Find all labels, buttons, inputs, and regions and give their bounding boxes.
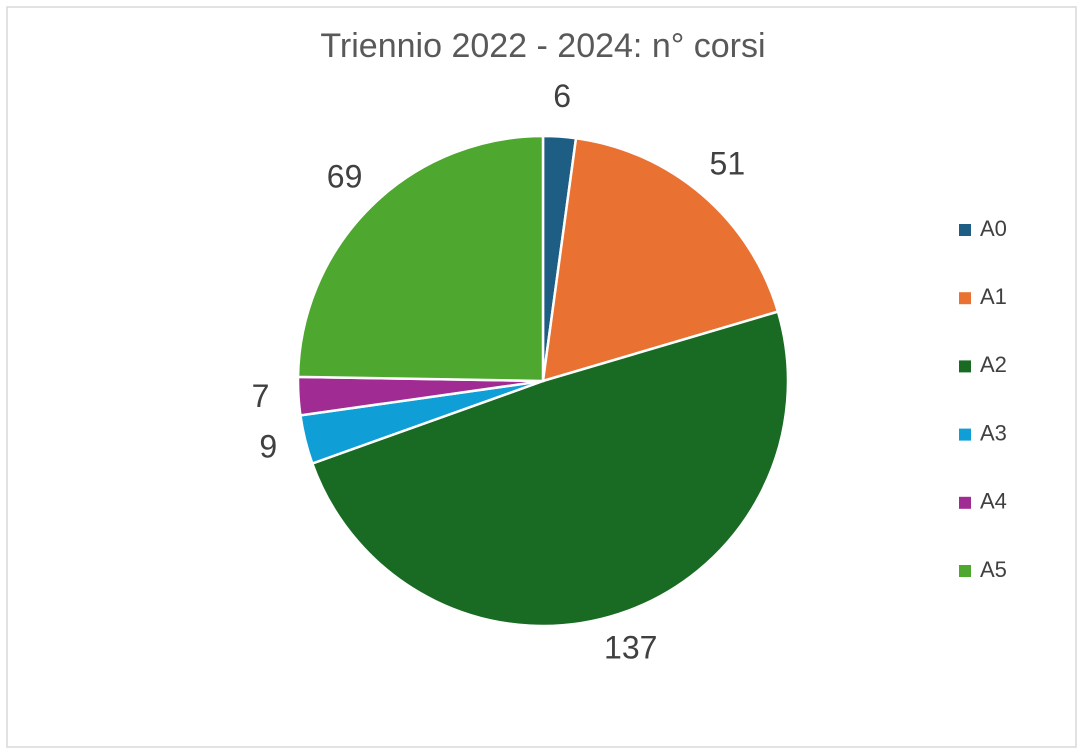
data-label: 137 — [604, 630, 657, 666]
legend-label: A3 — [980, 420, 1007, 445]
legend-label: A1 — [980, 284, 1007, 309]
legend-swatch — [959, 496, 971, 509]
chart-title: Triennio 2022 - 2024: n° corsi — [320, 27, 765, 65]
legend-swatch — [959, 428, 971, 441]
data-label: 69 — [327, 159, 363, 195]
legend-swatch — [959, 565, 971, 577]
legend-label: A0 — [980, 216, 1007, 241]
legend-label: A5 — [980, 557, 1007, 582]
data-label: 9 — [259, 428, 277, 464]
legend-label: A2 — [980, 352, 1007, 377]
pie-slice — [296, 134, 545, 383]
data-label: 6 — [553, 78, 571, 114]
legend-swatch — [959, 224, 971, 236]
data-label: 51 — [710, 146, 746, 182]
data-label: 7 — [252, 378, 270, 414]
legend-label: A4 — [980, 489, 1007, 514]
pie-slice — [310, 310, 790, 628]
pie-slice — [541, 136, 780, 383]
legend-swatch — [959, 360, 971, 373]
legend-swatch — [959, 292, 971, 305]
